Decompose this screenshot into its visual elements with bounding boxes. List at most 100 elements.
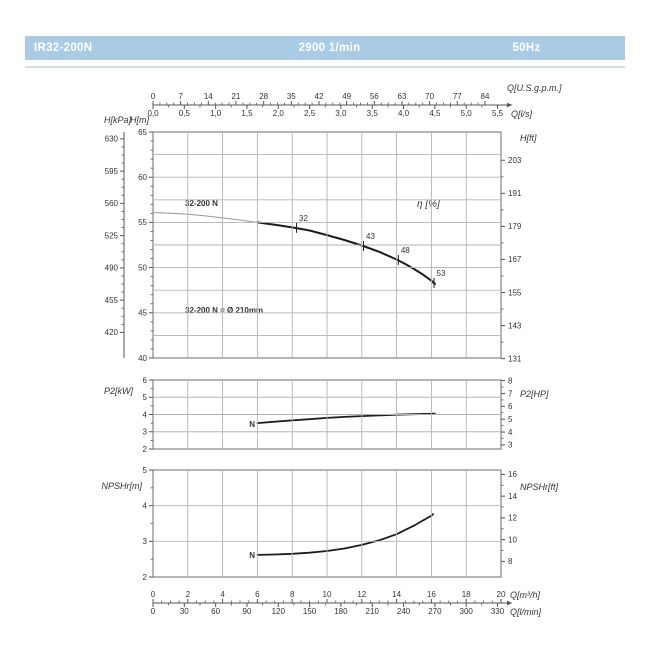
power-chart-grid [153, 380, 501, 449]
q-usgpm-tick: 7 [178, 92, 183, 101]
q-usgpm-tick: 35 [287, 92, 296, 101]
h-m-tick: 60 [138, 173, 147, 182]
q-ls-tick: 4,0 [398, 109, 410, 118]
q-ls-tick: 2,0 [273, 109, 285, 118]
q-usgpm-tick: 77 [453, 92, 462, 101]
q-lmin-tick: 120 [272, 607, 286, 616]
npshr-ft-tick: 10 [508, 535, 517, 544]
axis-arrow-icon [507, 102, 513, 108]
axis-arrow-icon [507, 600, 513, 606]
header-separator [25, 66, 625, 68]
q-usgpm-tick: 70 [425, 92, 434, 101]
h-m-unit-label: H[m] [130, 115, 149, 125]
h-m-tick: 40 [138, 354, 147, 363]
h-kpa-tick: 595 [105, 167, 119, 176]
npshr-m-tick: 5 [143, 466, 148, 475]
q-m3h-tick: 6 [255, 590, 260, 599]
h-ft-tick: 131 [508, 354, 522, 363]
q-lmin-tick: 240 [397, 607, 411, 616]
q-usgpm-tick: 42 [315, 92, 324, 101]
efficiency-value-label: 48 [401, 246, 410, 255]
q-m3h-tick: 20 [497, 590, 506, 599]
pump-frequency-label: 50Hz [512, 42, 541, 54]
h-kpa-tick: 630 [105, 135, 119, 144]
h-kpa-tick: 490 [105, 264, 119, 273]
efficiency-mark-43: 43 [363, 232, 375, 251]
h-kpa-unit-label: H[kPa] [104, 115, 132, 125]
q-usgpm-tick: 49 [342, 92, 351, 101]
q-m3h-unit-label: Q[m³/h] [510, 590, 541, 600]
curve-name-label: 32-200 N [185, 199, 218, 208]
q-m3h-tick: 14 [392, 590, 401, 599]
npshr-ft-axis: 16 14 12 10 8 NPSHr[ft] [501, 470, 559, 566]
q-lmin-tick: 300 [460, 607, 474, 616]
efficiency-value-label: 32 [299, 214, 308, 223]
q-m3h-tick: 18 [462, 590, 471, 599]
h-m-tick: 55 [138, 218, 147, 227]
h-kpa-tick: 455 [105, 296, 119, 305]
npshr-ft-unit-label: NPSHr[ft] [520, 482, 559, 492]
pump-model-label: IR32-200N [34, 42, 93, 54]
q-usgpm-unit-label: Q[U.S.g.p.m.] [507, 83, 562, 93]
q-axis-line [153, 600, 513, 606]
q-ls-axis: 0,0 0,5 1,0 1,5 2,0 2,5 3,0 3,5 4,0 4,5 5,0 5,5 Q[l/… [147, 105, 533, 119]
q-lmin-tick: 210 [366, 607, 380, 616]
q-ls-tick: 2,5 [304, 109, 316, 118]
h-kpa-axis: 630 595 560 525 490 455 420 H[kPa] [104, 115, 132, 358]
q-usgpm-tick: 84 [481, 92, 490, 101]
head-chart-grid [153, 132, 501, 358]
q-m3h-tick: 0 [151, 590, 156, 599]
p2-hp-tick: 4 [508, 428, 513, 437]
efficiency-mark-48: 48 [397, 246, 410, 265]
p2-hp-axis: 8 7 6 5 4 3 P2[HP] [501, 376, 549, 450]
h-ft-tick: 155 [508, 288, 522, 297]
q-m3h-tick: 12 [357, 590, 366, 599]
h-ft-tick: 167 [508, 255, 522, 264]
h-m-tick: 45 [138, 309, 147, 318]
p2-hp-tick: 6 [508, 402, 513, 411]
q-lmin-tick: 30 [180, 607, 189, 616]
p2-kw-axis: 6 5 4 3 2 P2[kW] [104, 376, 153, 454]
p2-hp-tick: 3 [508, 441, 513, 450]
h-kpa-tick: 525 [105, 231, 119, 240]
p2-kw-tick: 4 [143, 410, 148, 419]
q-lmin-tick: 180 [334, 607, 348, 616]
efficiency-unit-label: η [%] [417, 199, 440, 210]
header-bar: IR32-200N 2900 1/min 50Hz [25, 36, 625, 60]
q-ls-tick: 1,5 [241, 109, 253, 118]
p2-hp-unit-label: P2[HP] [520, 389, 549, 399]
q-m3h-tick: 2 [186, 590, 191, 599]
npshr-ft-tick: 16 [508, 470, 517, 479]
q-usgpm-tick: 63 [398, 92, 407, 101]
p2-hp-tick: 8 [508, 376, 513, 385]
q-ls-tick: 3,0 [335, 109, 347, 118]
npshr-m-unit-label: NPSHr[m] [102, 481, 143, 491]
q-m3h-tick: 10 [323, 590, 332, 599]
q-ls-tick: 0,5 [179, 109, 191, 118]
p2-kw-tick: 3 [143, 428, 148, 437]
npsh-curve-label: N [249, 551, 255, 560]
h-kpa-tick: 560 [105, 199, 119, 208]
q-ls-tick: 5,5 [492, 109, 504, 118]
q-ls-tick: 4,5 [429, 109, 441, 118]
efficiency-value-label: 43 [366, 232, 375, 241]
power-curve [256, 412, 436, 424]
npshr-ft-tick: 14 [508, 492, 517, 501]
efficiency-mark-53: 53 [433, 269, 446, 288]
q-usgpm-tick: 28 [259, 92, 268, 101]
q-ls-unit-label: Q[l/s] [511, 109, 533, 119]
efficiency-mark-32: 32 [296, 214, 308, 233]
head-curve-thin [152, 212, 258, 223]
impeller-diameter-note: 32-200 N = Ø 210mm [185, 306, 263, 315]
h-ft-tick: 191 [508, 189, 522, 198]
npshr-m-tick: 3 [143, 537, 148, 546]
q-usgpm-axis: 0 7 14 21 28 35 42 49 56 63 70 77 84 Q[U.S.g.p.m.] [151, 83, 562, 105]
npshr-m-axis: 5 4 3 2 NPSHr[m] [102, 466, 153, 582]
h-ft-axis: 203 191 179 167 155 143 131 H[ft] [501, 133, 537, 363]
npshr-m-tick: 2 [143, 573, 148, 582]
pump-speed-label: 2900 1/min [298, 42, 361, 54]
q-m3h-axis: 0 2 4 6 8 10 12 14 16 18 20 Q[m³/h] [151, 590, 541, 603]
q-lmin-tick: 0 [151, 607, 156, 616]
